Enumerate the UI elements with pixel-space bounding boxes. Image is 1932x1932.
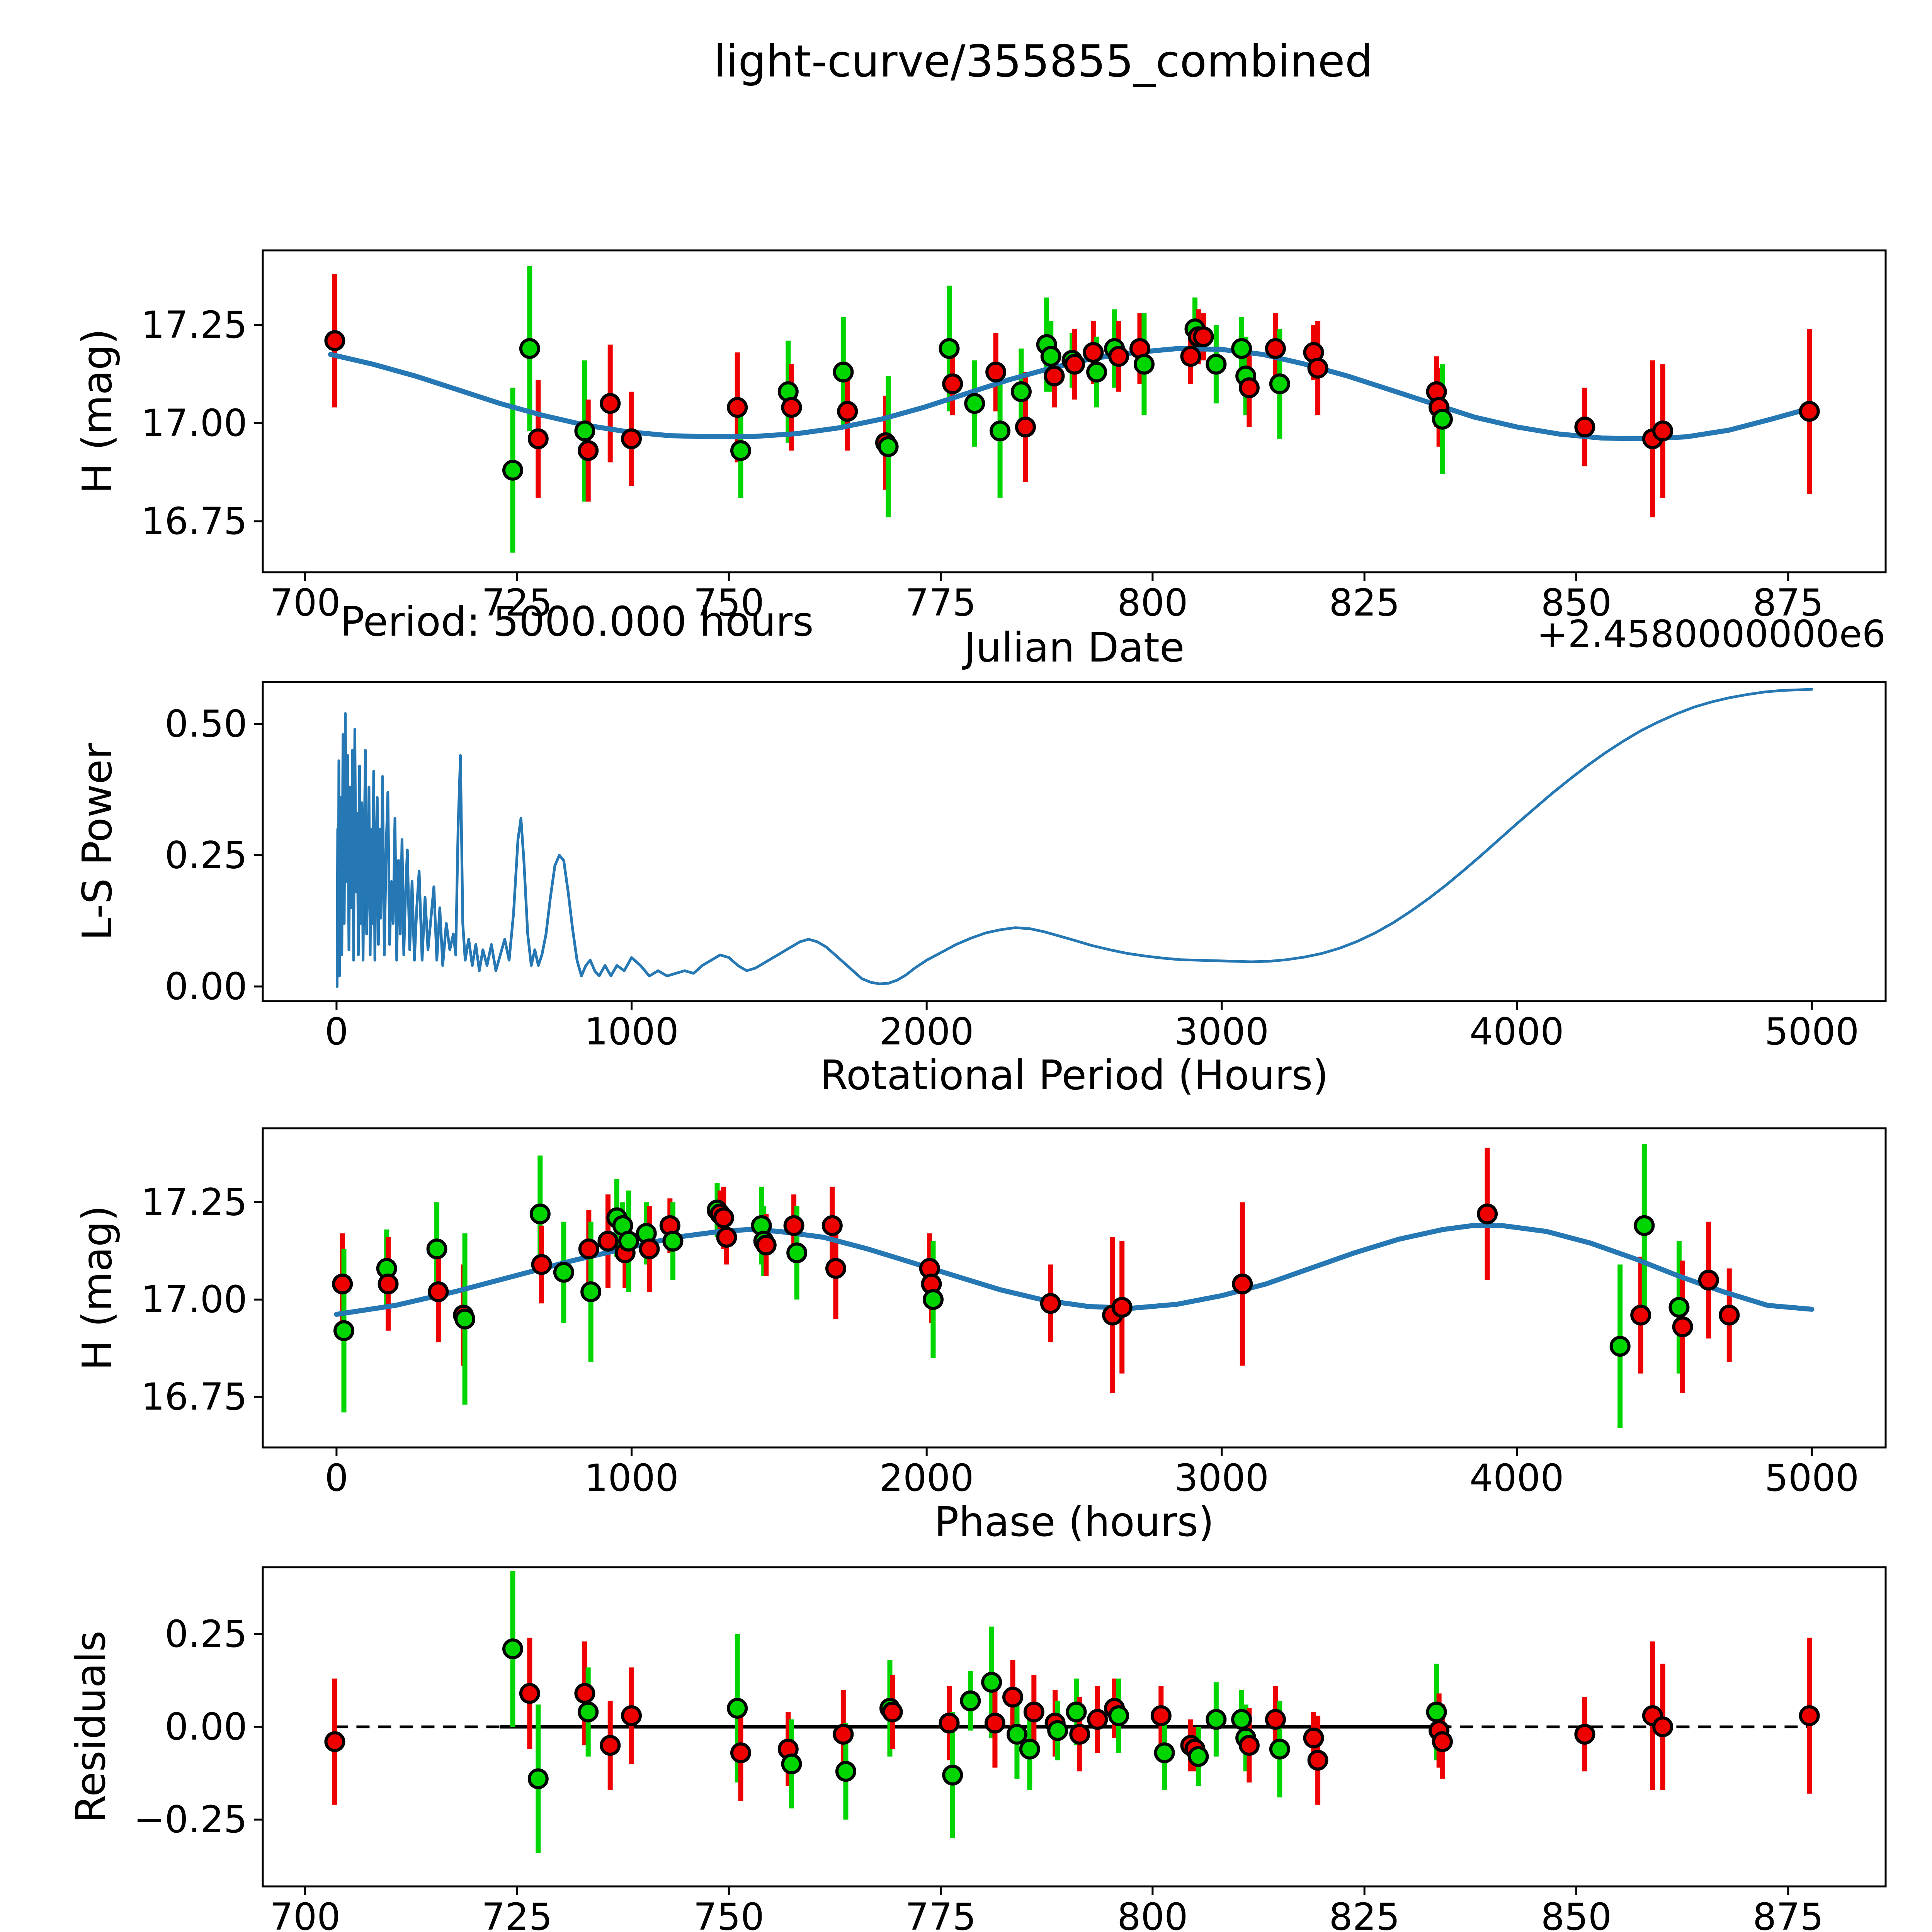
svg-text:825: 825 [1329, 1895, 1400, 1932]
svg-text:5000: 5000 [1765, 1010, 1859, 1053]
svg-text:750: 750 [694, 581, 764, 624]
svg-text:4000: 4000 [1469, 1456, 1564, 1500]
svg-text:875: 875 [1753, 581, 1823, 624]
svg-text:17.25: 17.25 [141, 303, 247, 347]
svg-text:0.25: 0.25 [165, 833, 247, 877]
svg-text:800: 800 [1117, 581, 1188, 624]
svg-text:17.00: 17.00 [141, 1278, 247, 1321]
svg-text:5000: 5000 [1765, 1456, 1859, 1500]
svg-text:825: 825 [1329, 581, 1400, 624]
svg-text:4000: 4000 [1469, 1010, 1564, 1053]
figure-title: light-curve/355855_combined [713, 36, 1373, 87]
plot3-xlabel: Phase (hours) [934, 1498, 1214, 1546]
plot4-ylabel: Residuals [67, 1630, 114, 1823]
svg-text:875: 875 [1753, 1895, 1823, 1932]
phase-lightcurve-plot: 0 1000 2000 3000 4000 5000 16.75 17.00 17.25 [141, 1127, 1887, 1500]
svg-text:0.00: 0.00 [165, 965, 247, 1008]
plot1-xlabel: Julian Date [964, 624, 1185, 671]
svg-text:800: 800 [1117, 1895, 1188, 1932]
jd-lightcurve-plot: 700 725 750 775 800 825 850 875 16.75 17.00 17.25 [141, 249, 1887, 624]
svg-text:850: 850 [1541, 581, 1612, 624]
svg-text:725: 725 [481, 581, 552, 624]
svg-text:700: 700 [270, 1895, 340, 1932]
svg-text:0.25: 0.25 [165, 1612, 247, 1656]
svg-text:750: 750 [694, 1895, 764, 1932]
svg-text:850: 850 [1541, 1895, 1612, 1932]
svg-text:1000: 1000 [584, 1010, 679, 1053]
svg-text:700: 700 [270, 581, 340, 624]
plot2-xlabel: Rotational Period (Hours) [820, 1052, 1329, 1099]
svg-text:1000: 1000 [584, 1456, 679, 1500]
residuals-plot: 700 725 750 775 800 825 850 875 −0.25 0.00 0.25 [134, 1566, 1887, 1932]
svg-text:0.00: 0.00 [165, 1705, 247, 1748]
plot3-ylabel: H (mag) [74, 1205, 121, 1371]
svg-text:2000: 2000 [879, 1456, 974, 1500]
svg-text:3000: 3000 [1175, 1010, 1269, 1053]
svg-text:0.50: 0.50 [165, 702, 247, 746]
svg-text:17.00: 17.00 [141, 401, 247, 445]
svg-text:725: 725 [481, 1895, 552, 1932]
svg-text:2000: 2000 [879, 1010, 974, 1053]
svg-text:775: 775 [905, 1895, 976, 1932]
plot1-axis-offset: +2.4580000000e6 [1537, 612, 1886, 656]
period-annotation: Period: 5000.000 hours [340, 598, 814, 645]
svg-text:3000: 3000 [1175, 1456, 1269, 1500]
periodogram-plot: 0 1000 2000 3000 4000 5000 0.00 0.25 0.50 [165, 681, 1887, 1053]
svg-text:0: 0 [325, 1010, 348, 1053]
svg-text:17.25: 17.25 [141, 1180, 247, 1224]
plot1-ylabel: H (mag) [74, 328, 121, 494]
plot2-ylabel: L-S Power [74, 742, 121, 941]
svg-text:16.75: 16.75 [141, 1375, 247, 1418]
svg-text:775: 775 [905, 581, 976, 624]
svg-text:0: 0 [325, 1456, 348, 1500]
svg-text:−0.25: −0.25 [134, 1798, 247, 1841]
svg-text:16.75: 16.75 [141, 500, 247, 543]
